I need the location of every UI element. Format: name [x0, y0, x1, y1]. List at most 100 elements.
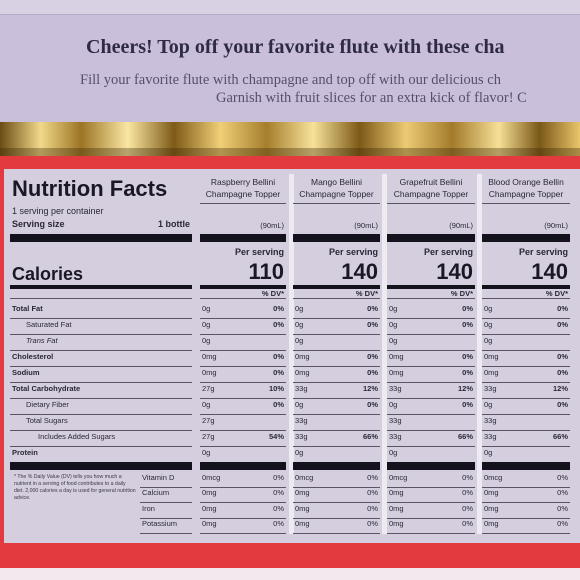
nutrient-dv: 0%: [367, 320, 378, 329]
medium-rule: [387, 285, 475, 289]
row-rule: [200, 366, 286, 367]
nutrient-dv: 0%: [273, 304, 284, 313]
nutrient-amount: 0g: [295, 320, 304, 329]
row-rule: [293, 502, 380, 503]
dv-header: % DV*: [261, 289, 284, 298]
row-rule: [387, 533, 475, 534]
thick-rule: [10, 462, 192, 470]
dv-header: % DV*: [450, 289, 473, 298]
nutrient-amount: 0g: [295, 400, 304, 409]
vitamin-dv: 0%: [367, 488, 378, 497]
dv-header: % DV*: [545, 289, 568, 298]
row-rule: [387, 350, 475, 351]
nutrient-amount: 0g: [389, 336, 398, 345]
vitamin-amount: 0mg: [202, 488, 217, 497]
nutrient-dv: 0%: [367, 304, 378, 313]
medium-rule: [482, 285, 570, 289]
nutrient-dv: 0%: [367, 352, 378, 361]
row-rule: [387, 334, 475, 335]
serving-volume: (90mL): [544, 221, 568, 230]
row-rule: [200, 382, 286, 383]
nutrient-dv: 10%: [268, 384, 284, 393]
row-rule: [140, 533, 192, 534]
nutrient-dv: 0%: [462, 368, 473, 377]
vitamin-amount: 0mg: [295, 519, 310, 528]
nutrient-amount: 33g: [484, 416, 497, 425]
row-rule: [482, 487, 570, 488]
row-rule: [482, 446, 570, 447]
row-rule: [10, 382, 192, 383]
nutrient-dv: 12%: [457, 384, 473, 393]
dv-header: % DV*: [355, 289, 378, 298]
nutrient-amount: 0mg: [295, 352, 310, 361]
calories-value: 140: [341, 259, 378, 284]
nutrient-dv: 0%: [557, 368, 568, 377]
vitamin-amount: 0mcg: [484, 473, 503, 482]
vitamin-dv: 0%: [367, 519, 378, 528]
nutrient-dv: 0%: [462, 320, 473, 329]
nutrient-amount: 0g: [389, 400, 398, 409]
row-rule: [293, 414, 380, 415]
serving-volume: (90mL): [354, 221, 378, 230]
row-rule: [387, 518, 475, 519]
thin-rule: [482, 298, 570, 299]
row-rule: [387, 446, 475, 447]
vitamin-dv: 0%: [557, 473, 568, 482]
row-rule: [482, 430, 570, 431]
row-rule: [10, 446, 192, 447]
vitamin-name: Calcium: [142, 488, 170, 497]
nutrient-dv: 54%: [268, 432, 284, 441]
nutrient-dv: 0%: [462, 352, 473, 361]
row-rule: [200, 533, 286, 534]
row-rule: [140, 487, 192, 488]
row-rule: [200, 334, 286, 335]
row-rule: [10, 430, 192, 431]
row-rule: [482, 366, 570, 367]
nutrient-amount: 0g: [295, 304, 304, 313]
nutrient-amount: 0g: [295, 448, 304, 457]
row-rule: [293, 366, 380, 367]
vitamin-dv: 0%: [462, 473, 473, 482]
thick-rule: [200, 462, 286, 470]
header-rule: [200, 203, 286, 204]
row-rule: [293, 350, 380, 351]
row-rule: [387, 398, 475, 399]
lavender-banner: Cheers! Top off your favorite flute with…: [0, 0, 580, 122]
thick-rule: [387, 234, 475, 242]
product-name: Mango Bellini: [310, 177, 363, 187]
thick-rule: [387, 462, 475, 470]
row-rule: [10, 334, 192, 335]
vitamin-amount: 0mcg: [389, 473, 408, 482]
vitamin-amount: 0mcg: [202, 473, 221, 482]
row-rule: [482, 414, 570, 415]
nutrient-amount: 0g: [295, 336, 304, 345]
nutrient-amount: 0g: [484, 304, 493, 313]
vitamin-dv: 0%: [273, 488, 284, 497]
row-rule: [200, 518, 286, 519]
nutrient-dv: 0%: [367, 368, 378, 377]
row-rule: [200, 318, 286, 319]
row-rule: [200, 350, 286, 351]
vitamin-amount: 0mg: [484, 504, 499, 513]
nutrient-name: Includes Added Sugars: [38, 432, 116, 441]
nutrient-dv: 0%: [273, 320, 284, 329]
nutrient-amount: 0g: [484, 448, 493, 457]
nutrient-dv: 0%: [273, 400, 284, 409]
nutrient-dv: 0%: [557, 304, 568, 313]
vitamin-name: Iron: [142, 504, 155, 513]
nutrient-amount: 33g: [295, 416, 308, 425]
nutrient-amount: 0g: [202, 336, 211, 345]
nutrient-name: Total Carbohydrate: [12, 384, 81, 393]
nutrient-dv: 66%: [457, 432, 473, 441]
nutrient-dv: 0%: [367, 400, 378, 409]
thick-rule: [10, 234, 192, 242]
nutrient-dv: 0%: [273, 352, 284, 361]
serving-size-label: Serving size: [12, 219, 65, 229]
nutrient-amount: 0g: [389, 304, 398, 313]
column-separator: [477, 174, 482, 534]
thin-rule: [293, 298, 380, 299]
nutrient-amount: 0mg: [389, 352, 404, 361]
subline-1: Fill your favorite flute with champagne …: [80, 72, 501, 88]
per-serving-label: Per serving: [328, 247, 378, 257]
